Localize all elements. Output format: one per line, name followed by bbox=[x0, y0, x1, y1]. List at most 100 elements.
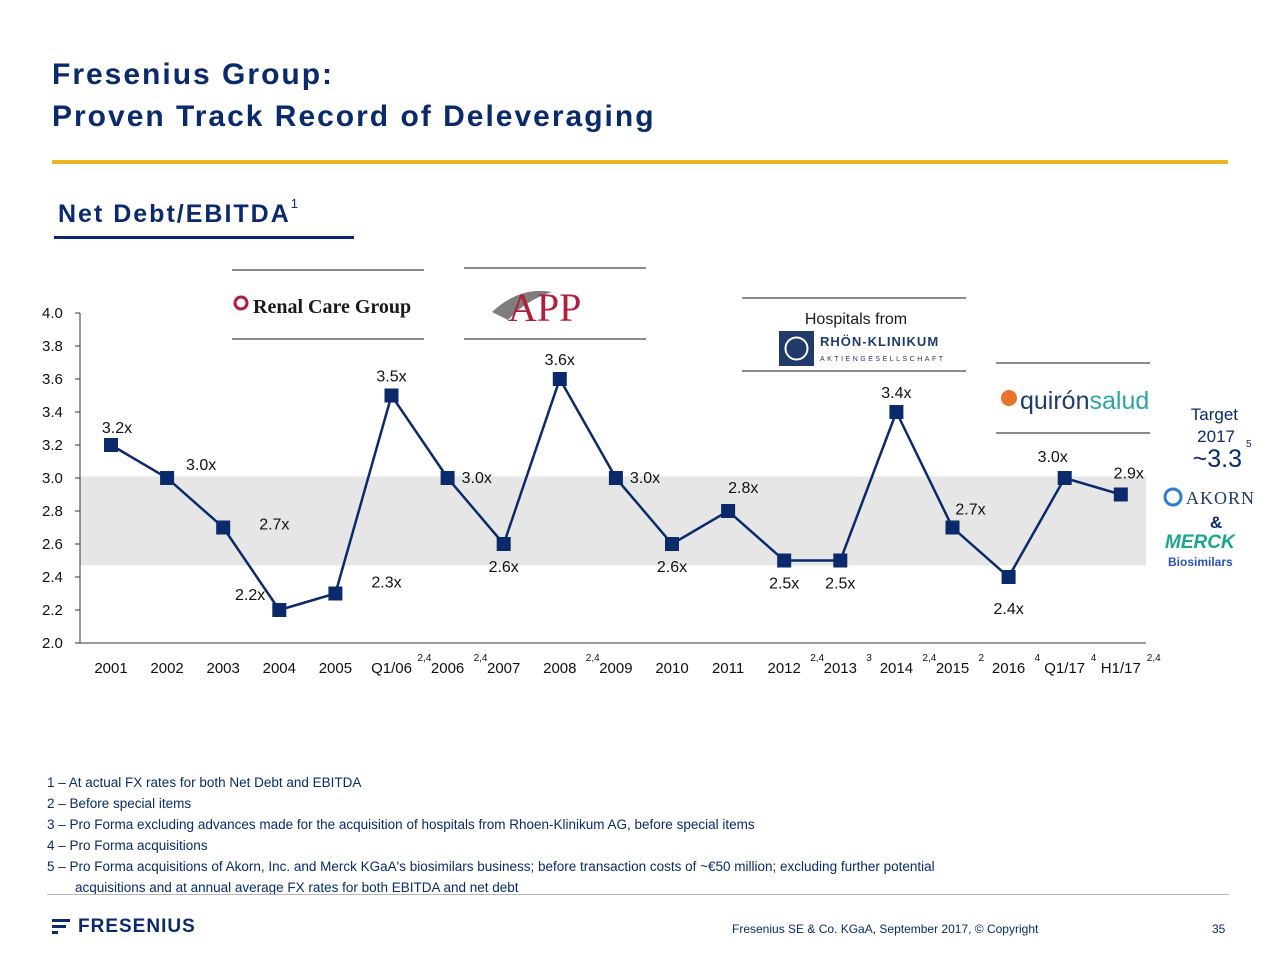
x-tick-label: 2014 bbox=[880, 660, 913, 677]
x-tick-footnote-ref: 2,4 bbox=[922, 653, 936, 664]
x-tick-footnote-ref: 3 bbox=[866, 653, 872, 664]
app-logo: APP bbox=[464, 267, 646, 340]
y-tick-label: 2.2 bbox=[42, 602, 63, 619]
footnote-3: 3 – Pro Forma excluding advances made fo… bbox=[47, 817, 755, 832]
y-tick-label: 3.4 bbox=[42, 404, 63, 421]
hospitals-from-label: Hospitals from bbox=[805, 311, 907, 328]
data-point-marker bbox=[440, 471, 455, 485]
data-point-marker bbox=[272, 603, 287, 617]
x-tick-label: 2002 bbox=[150, 660, 183, 677]
data-point-marker bbox=[496, 537, 511, 551]
rhoen-name: RHÖN-KLINIKUM bbox=[820, 334, 939, 349]
y-tick-label: 2.4 bbox=[42, 569, 63, 586]
data-point-marker bbox=[608, 471, 623, 485]
page-number: 35 bbox=[1212, 922, 1226, 936]
chart-subtitle: Net Debt/EBITDA1 bbox=[58, 196, 300, 229]
merck-text: MERCK bbox=[1165, 532, 1236, 553]
y-tick-label: 4.0 bbox=[42, 305, 63, 322]
data-label: 2.5x bbox=[825, 576, 855, 593]
biosimilars-text: Biosimilars bbox=[1168, 555, 1233, 569]
data-label: 2.6x bbox=[657, 559, 687, 576]
target-range-band bbox=[80, 476, 1146, 566]
data-label: 3.5x bbox=[376, 369, 406, 386]
title-line-1: Fresenius Group: bbox=[52, 58, 335, 91]
footnotes: 1 – At actual FX rates for both Net Debt… bbox=[47, 772, 935, 898]
y-tick-label: 2.8 bbox=[42, 503, 63, 520]
data-point-marker bbox=[328, 586, 343, 601]
net-debt-ebitda-chart: 4.0 3.8 3.6 3.4 3.2 3.0 2.8 2.6 2.4 2.2 2.0 2001 200… bbox=[42, 267, 1255, 677]
x-tick-label: 2013 bbox=[824, 660, 857, 677]
ampersand: & bbox=[1210, 513, 1222, 532]
x-tick-footnote-ref: 2 bbox=[979, 653, 985, 664]
data-point-marker bbox=[1113, 487, 1128, 502]
footnote-1: 1 – At actual FX rates for both Net Debt… bbox=[47, 775, 362, 790]
target-band-layer bbox=[80, 476, 1146, 566]
x-tick-label: 2008 bbox=[543, 660, 576, 677]
target-2017: Target 2017 5 ~3.3 bbox=[1191, 405, 1252, 473]
data-label: 3.0x bbox=[186, 457, 216, 474]
data-point-marker bbox=[1001, 570, 1016, 584]
data-label: 2.6x bbox=[489, 559, 519, 576]
data-point-marker bbox=[1057, 471, 1072, 485]
x-tick-label: Q1/17 bbox=[1044, 660, 1085, 677]
x-tick-label: 2004 bbox=[263, 660, 296, 677]
footnote-5: 5 – Pro Forma acquisitions of Akorn, Inc… bbox=[47, 859, 935, 874]
data-point-marker bbox=[889, 405, 904, 419]
target-year: 2017 bbox=[1197, 427, 1235, 446]
data-point-marker bbox=[160, 471, 175, 485]
target-value: ~3.3 bbox=[1193, 445, 1242, 473]
x-tick-label: 2006 bbox=[431, 660, 464, 677]
data-point-marker bbox=[216, 520, 231, 535]
quiron-text-a: quirón bbox=[1020, 387, 1090, 415]
data-point-marker bbox=[945, 520, 960, 535]
footer-divider bbox=[47, 894, 1229, 895]
data-label: 3.2x bbox=[102, 420, 132, 437]
x-tick-label: 2012 bbox=[768, 660, 801, 677]
subtitle-footnote-ref: 1 bbox=[290, 196, 301, 211]
data-label: 2.7x bbox=[955, 502, 985, 519]
fresenius-wordmark: FRESENIUS bbox=[78, 916, 196, 937]
akorn-text: AKORN bbox=[1186, 488, 1255, 508]
x-tick-label: 2016 bbox=[992, 660, 1025, 677]
rhoen-emblem-ring bbox=[784, 336, 809, 361]
title-underline bbox=[52, 160, 1228, 164]
data-label: 2.8x bbox=[728, 480, 758, 497]
data-label: 2.2x bbox=[235, 587, 265, 604]
x-tick-label: Q1/06 bbox=[371, 660, 412, 677]
data-label: 2.4x bbox=[993, 601, 1023, 618]
data-label: 3.4x bbox=[881, 385, 911, 402]
data-point-marker bbox=[833, 553, 848, 568]
axis-layer: 4.0 3.8 3.6 3.4 3.2 3.0 2.8 2.6 2.4 2.2 2.0 2001 200… bbox=[42, 305, 1161, 677]
title-line-2: Proven Track Record of Deleveraging bbox=[52, 100, 656, 133]
quiron-text-b: salud bbox=[1090, 387, 1150, 415]
x-tick-footnote-ref: 2,4 bbox=[418, 653, 432, 664]
akorn-icon bbox=[1163, 487, 1183, 507]
data-label: 2.9x bbox=[1114, 466, 1144, 483]
data-label: 3.0x bbox=[1038, 449, 1068, 466]
data-label-layer: 3.2x 3.0x 2.7x 2.2x 2.3x 3.5x 3.0x 2.6x 3.6x 3.0x… bbox=[102, 352, 1144, 618]
data-point-marker bbox=[104, 438, 118, 452]
subtitle-underline bbox=[54, 236, 354, 239]
y-tick-label: 3.8 bbox=[42, 338, 63, 355]
x-tick-label: 2011 bbox=[712, 660, 744, 677]
quironsalud-logo: quirónsalud bbox=[996, 362, 1150, 434]
y-tick-label: 3.6 bbox=[42, 371, 63, 388]
akorn-merck-logos: AKORN & MERCK Biosimilars bbox=[1163, 487, 1255, 569]
x-tick-label: 2015 bbox=[936, 660, 969, 677]
y-tick-label: 2.6 bbox=[42, 536, 63, 553]
fresenius-logo: FRESENIUS bbox=[52, 916, 196, 938]
x-tick-label: H1/17 bbox=[1101, 660, 1141, 677]
x-tick-footnote-ref: 2,4 bbox=[810, 653, 824, 664]
x-tick-label: 2007 bbox=[487, 660, 520, 677]
x-tick-footnote-ref: 2,4 bbox=[474, 653, 488, 664]
quiron-text: quirónsalud bbox=[1020, 387, 1149, 415]
renal-care-icon bbox=[233, 295, 249, 311]
y-tick-label: 3.2 bbox=[42, 437, 63, 454]
footnote-2: 2 – Before special items bbox=[47, 796, 192, 811]
target-footnote-ref: 5 bbox=[1246, 439, 1252, 450]
footnote-4: 4 – Pro Forma acquisitions bbox=[47, 838, 208, 853]
fresenius-mark-icon bbox=[52, 918, 70, 934]
x-tick-label: 2005 bbox=[319, 660, 352, 677]
x-tick-label: 2009 bbox=[599, 660, 632, 677]
data-label: 3.0x bbox=[630, 470, 660, 487]
